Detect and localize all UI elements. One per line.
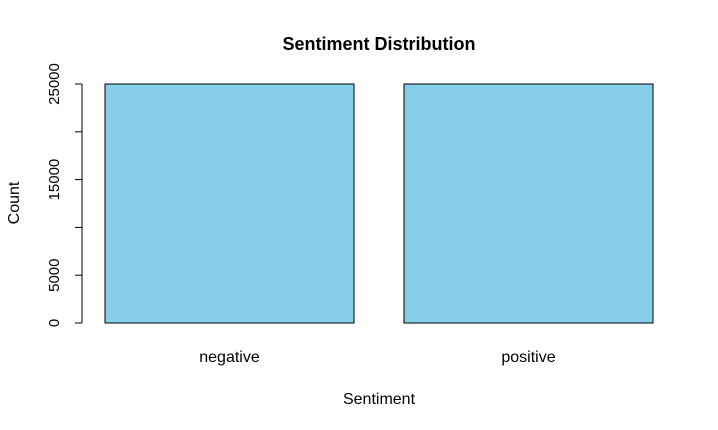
bars	[104, 83, 654, 324]
chart-title: Sentiment Distribution	[283, 34, 476, 54]
x-tick-label-positive: positive	[501, 349, 555, 366]
bar-positive	[403, 83, 654, 324]
y-ticks: 0 5000 15000 25000	[46, 63, 82, 327]
y-axis-label: Count	[6, 181, 23, 224]
x-category-labels: negative positive	[199, 349, 555, 366]
y-tick-label: 0	[46, 319, 63, 327]
x-axis-label: Sentiment	[343, 391, 416, 408]
bar-negative	[104, 83, 355, 324]
y-tick-label: 5000	[46, 259, 63, 292]
y-tick-label: 15000	[46, 159, 63, 201]
x-tick-label-negative: negative	[199, 349, 260, 366]
y-tick-label: 25000	[46, 63, 63, 105]
